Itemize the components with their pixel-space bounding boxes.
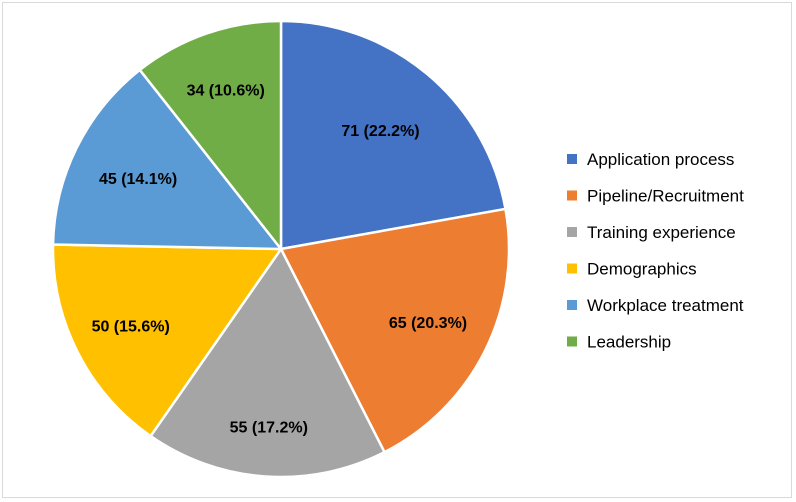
legend-label-3: Training experience — [587, 223, 736, 242]
pie-slice-1 — [279, 19, 507, 251]
legend-label-1: Application process — [587, 150, 734, 169]
legend-swatch-6 — [567, 336, 577, 347]
pie-slices — [51, 19, 511, 479]
pie-slice-6 — [138, 19, 283, 253]
pie-slice-3 — [148, 246, 387, 479]
data-label-6: 34 (10.6%) — [187, 83, 265, 100]
legend-label-6: Leadership — [587, 333, 671, 352]
legend-swatch-4 — [567, 263, 577, 274]
legend-swatch-2 — [567, 190, 577, 201]
data-label-2: 65 (20.3%) — [389, 315, 467, 332]
legend-label-5: Workplace treatment — [587, 296, 744, 315]
legend-swatch-5 — [567, 300, 577, 310]
legend-label-2: Pipeline/Recruitment — [587, 187, 744, 206]
pie-slice-4 — [51, 243, 284, 438]
pie-slice-5 — [51, 68, 284, 251]
pie-slice-2 — [279, 207, 511, 454]
data-label-4: 50 (15.6%) — [92, 319, 170, 336]
legend: Application process Pipeline/Recruitment T… — [567, 150, 744, 352]
data-label-3: 55 (17.2%) — [230, 419, 308, 436]
legend-label-4: Demographics — [587, 260, 697, 279]
pie-data-labels: 71 (22.2%) 65 (20.3%) 55 (17.2%) 50 (15.6%)… — [92, 83, 468, 437]
legend-swatch-1 — [567, 154, 577, 164]
data-label-5: 45 (14.1%) — [99, 171, 177, 188]
legend-swatch-3 — [567, 227, 577, 237]
data-label-1: 71 (22.2%) — [341, 123, 419, 140]
